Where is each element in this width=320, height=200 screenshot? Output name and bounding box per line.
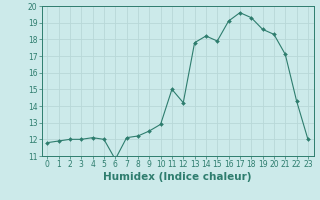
X-axis label: Humidex (Indice chaleur): Humidex (Indice chaleur) <box>103 172 252 182</box>
